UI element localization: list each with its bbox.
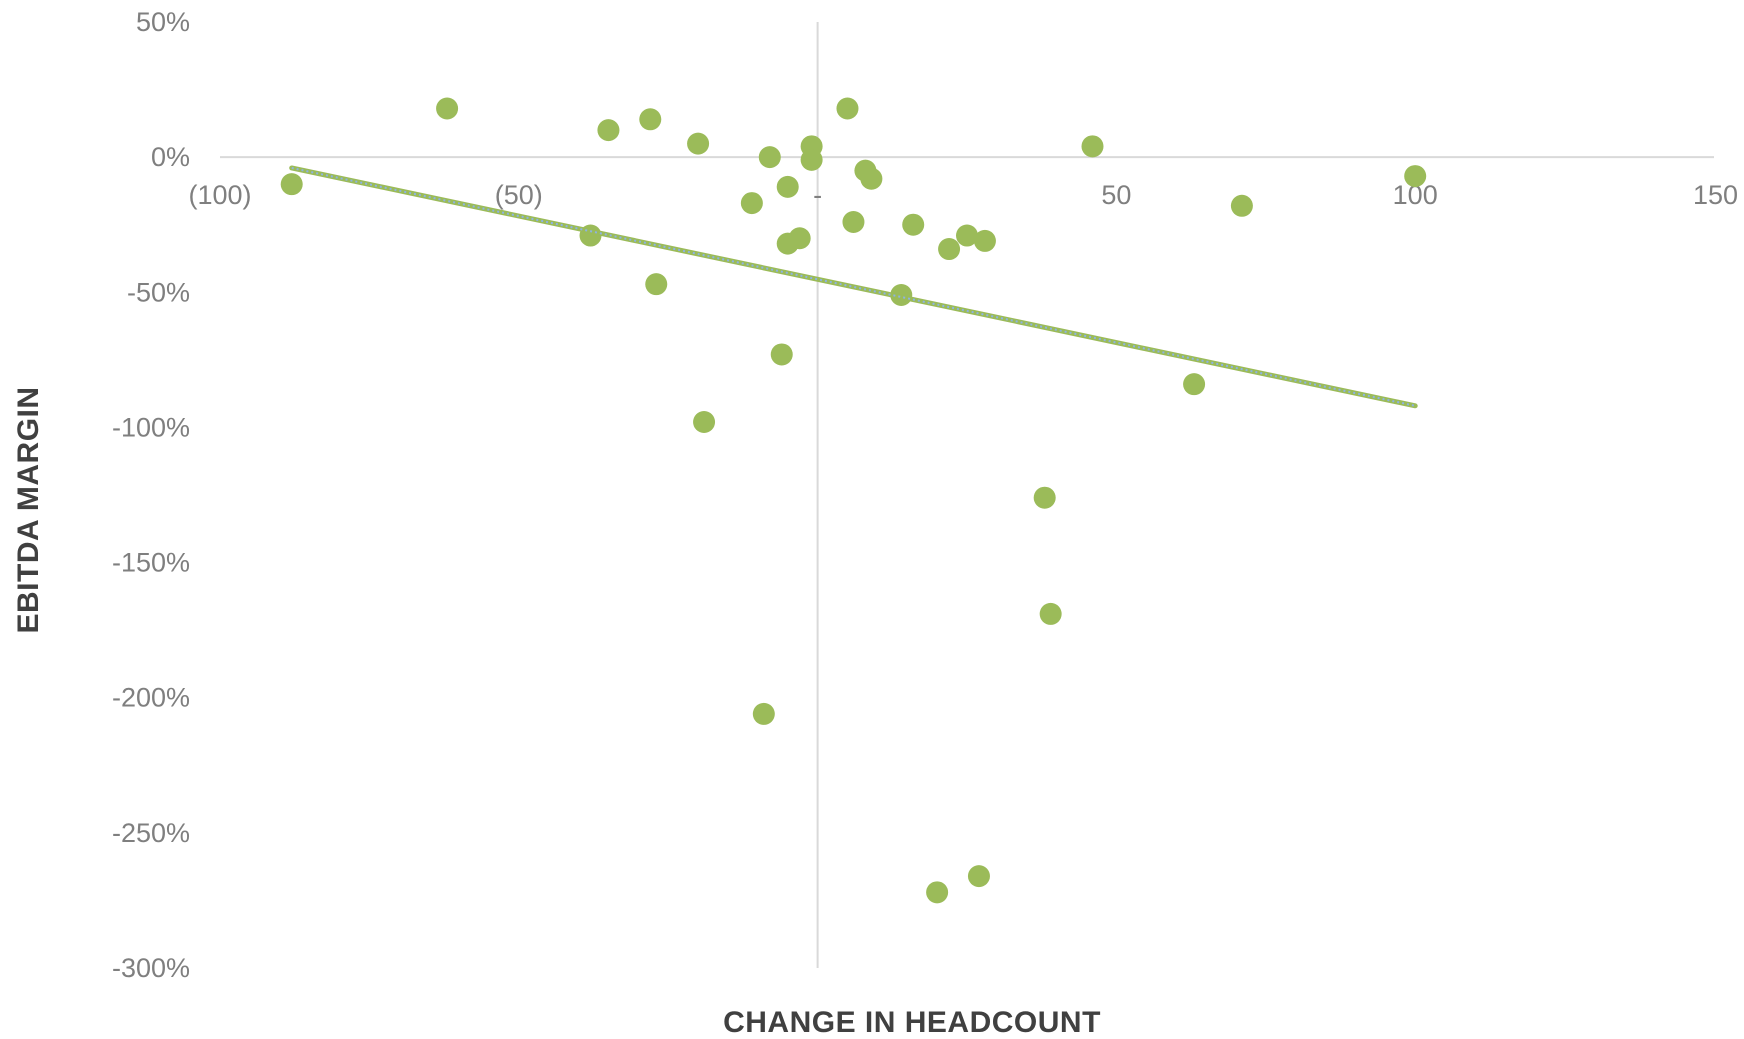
data-point <box>956 224 978 247</box>
x-tick-label: (50) <box>495 180 543 210</box>
x-tick-label: 150 <box>1693 180 1738 210</box>
y-tick-label: -100% <box>112 412 190 442</box>
y-tick-label: -150% <box>112 548 190 578</box>
data-points <box>280 97 1427 904</box>
data-point <box>926 881 949 904</box>
data-point <box>436 97 459 120</box>
x-tick-label: (100) <box>188 180 251 210</box>
data-point <box>1404 165 1427 188</box>
data-point <box>758 146 781 169</box>
data-point <box>752 702 775 725</box>
data-point <box>687 132 710 155</box>
data-point <box>1183 373 1206 396</box>
data-point <box>740 192 763 215</box>
data-point <box>967 865 990 888</box>
y-axis-title: EBITDA MARGIN <box>12 386 45 633</box>
data-point <box>973 229 996 252</box>
x-tick-label: 50 <box>1101 180 1131 210</box>
data-point <box>639 108 662 131</box>
data-point <box>776 175 799 198</box>
data-point <box>842 211 865 234</box>
data-point <box>280 173 303 196</box>
y-tick-labels: 50% 0% -50% -100% -150% -200% -250% -300% <box>112 7 190 983</box>
trendline-inner <box>291 166 1416 407</box>
y-tick-label: -50% <box>127 277 190 307</box>
data-point <box>1081 135 1104 158</box>
data-point <box>938 238 961 261</box>
data-point <box>693 411 716 434</box>
x-axis-title: CHANGE IN HEADCOUNT <box>723 1006 1101 1039</box>
x-tick-label: - <box>813 180 822 210</box>
data-point <box>902 213 925 236</box>
y-tick-label: -300% <box>112 953 190 983</box>
data-point <box>645 273 668 296</box>
data-point <box>836 97 859 120</box>
data-point <box>1033 486 1056 509</box>
y-tick-label: 50% <box>136 7 190 37</box>
data-point <box>597 119 620 142</box>
data-point <box>860 167 883 190</box>
data-point <box>1230 194 1253 217</box>
data-point <box>788 227 811 250</box>
y-tick-label: -250% <box>112 818 190 848</box>
data-point <box>770 343 793 366</box>
y-tick-label: -200% <box>112 683 190 713</box>
data-point <box>1039 602 1062 625</box>
data-point <box>800 148 823 171</box>
y-tick-label: 0% <box>151 142 190 172</box>
trendline <box>289 165 1418 409</box>
